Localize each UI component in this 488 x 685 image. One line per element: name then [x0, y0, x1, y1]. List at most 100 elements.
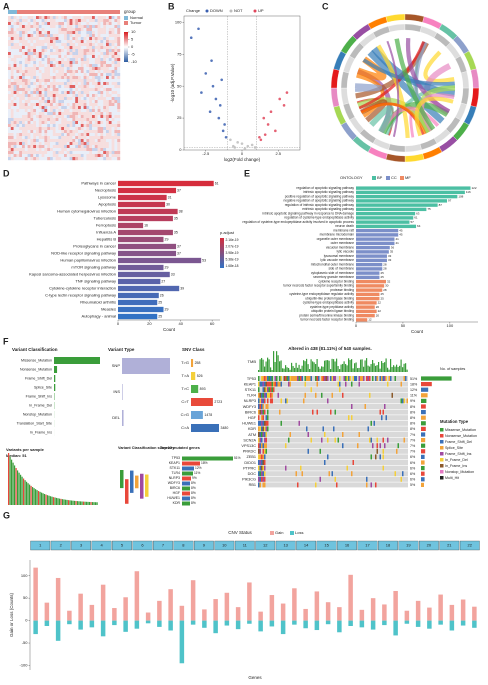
heatmap-cell: [117, 19, 121, 23]
heatmap-cell: [38, 19, 42, 23]
heatmap-cell: [75, 49, 79, 53]
heatmap-cell: [30, 46, 34, 50]
heatmap-cell: [86, 142, 90, 146]
heatmap-cell: [78, 28, 81, 32]
heatmap-cell: [8, 121, 11, 125]
mutation-cell: [261, 443, 263, 449]
heatmap-cell: [94, 112, 98, 116]
heatmap-cell: [100, 46, 104, 50]
label: secretory granule membrane: [313, 275, 354, 279]
tmb-bar: [310, 359, 312, 372]
bar: [382, 620, 387, 626]
heatmap-cell: [94, 73, 98, 77]
heatmap-cell: [58, 115, 62, 119]
heatmap-cell: [80, 49, 84, 53]
heatmap-cell: [55, 25, 59, 29]
chromosome-box: [132, 540, 153, 551]
bar: [118, 285, 180, 292]
label: 25: [380, 275, 384, 279]
heatmap-cell: [27, 25, 31, 29]
heatmap-cell: [61, 58, 65, 62]
heatmap-cell: [55, 40, 59, 44]
heatmap-cell: [36, 64, 39, 68]
label: -2.5: [202, 151, 210, 156]
heatmap-cell: [117, 37, 121, 41]
heatmap-cell: [106, 22, 109, 26]
label: log2(Fold change): [224, 157, 261, 162]
heatmap-cell: [30, 91, 34, 95]
heatmap-cell: [64, 106, 67, 110]
heatmap-cell: [72, 124, 76, 128]
heatmap-cell: [108, 70, 112, 74]
heatmap-cell: [47, 64, 51, 68]
heatmap-cell: [108, 133, 112, 137]
heatmap-cell: [22, 22, 25, 26]
heatmap-cell: [33, 37, 37, 41]
heatmap-cell: [33, 52, 37, 56]
mutation-cell: [298, 420, 300, 426]
heatmap-cell: [103, 58, 107, 62]
heatmap-cell: [8, 136, 11, 140]
heatmap-cell: [36, 121, 39, 125]
heatmap-cell: [108, 43, 112, 47]
heatmap-cell: [72, 145, 76, 149]
heatmap-cell: [44, 76, 48, 80]
bar: [191, 411, 203, 419]
heatmap-cell: [75, 136, 79, 140]
heatmap-cell: [27, 142, 31, 146]
label: membrane microdomain: [320, 233, 355, 237]
heatmap-cell: [22, 28, 25, 32]
heatmap-cell: [24, 34, 28, 38]
circos-track: [342, 102, 355, 121]
heatmap-cell: [100, 94, 104, 98]
heatmap-cell: [30, 79, 34, 83]
mutation-cell: [379, 376, 381, 381]
heatmap-cell: [69, 133, 73, 137]
heatmap-cell: [36, 91, 39, 95]
heatmap-cell: [66, 148, 70, 152]
heatmap-cell: [58, 130, 62, 134]
heatmap-cell: [22, 151, 25, 155]
legend-swatch: [440, 476, 444, 480]
heatmap-cell: [72, 58, 76, 62]
heatmap-cell: [108, 118, 112, 122]
heatmap-cell: [94, 127, 98, 131]
heatmap-cell: [50, 142, 53, 146]
heatmap-cell: [24, 151, 28, 155]
heatmap-cell: [108, 31, 112, 35]
mutation-cell: [280, 420, 282, 426]
heatmap-cell: [114, 73, 118, 77]
heatmap-cell: [27, 85, 31, 89]
heatmap-cell: [16, 61, 20, 65]
heatmap-cell: [13, 37, 17, 41]
heatmap-cell: [92, 37, 95, 41]
mutation-cell: [261, 409, 263, 415]
heatmap-cell: [64, 37, 67, 41]
heatmap-cell: [72, 40, 76, 44]
label: VPS13C: [241, 444, 256, 448]
label: 526: [197, 374, 203, 378]
bar: [292, 588, 297, 621]
heatmap-cell: [64, 97, 67, 101]
heatmap-cell: [66, 31, 70, 35]
heatmap-cell: [78, 43, 81, 47]
mutation-cell: [316, 376, 318, 381]
panel-label: B: [168, 1, 175, 11]
heatmap-cell: [22, 130, 25, 134]
mutation-cell: [267, 404, 269, 409]
mutation-cell: [259, 471, 261, 477]
heatmap-cell: [52, 52, 56, 56]
heatmap-cell: [100, 115, 104, 119]
circos-track: [419, 25, 438, 38]
chromosome-box: [173, 540, 194, 551]
heatmap-cell: [41, 97, 45, 101]
mutation-cell: [270, 376, 272, 381]
mutation-cell: [391, 392, 393, 398]
legend-swatch: [440, 434, 444, 438]
tmb-bar: [400, 359, 402, 372]
heatmap-cell: [117, 43, 121, 47]
heatmap-cell: [75, 79, 79, 83]
point: [221, 129, 225, 133]
heatmap-cell: [69, 145, 73, 149]
heatmap-cell: [30, 97, 34, 101]
